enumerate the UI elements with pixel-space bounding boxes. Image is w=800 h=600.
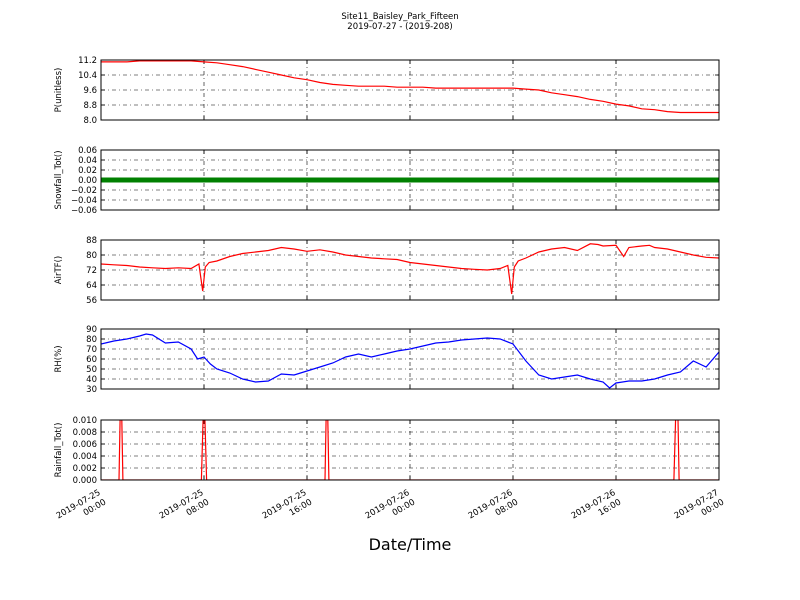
series-3 <box>101 333 719 389</box>
y-axis-label: RH(%) <box>54 345 64 372</box>
y-tick-label: 0.02 <box>78 166 97 176</box>
y-tick-label: 11.2 <box>78 56 97 66</box>
plot-frame <box>100 59 720 121</box>
x-tick-label: 2019-07-2700:00 <box>673 488 726 531</box>
x-axis-tick-labels: 2019-07-2500:00 2019-07-2508:00 2019-07-25… <box>55 488 726 531</box>
x-tick-label: 2019-07-2616:00 <box>570 488 623 531</box>
plot-frame <box>100 239 720 301</box>
y-tick-label: 0.006 <box>73 440 97 450</box>
x-tick-label: 2019-07-2600:00 <box>364 488 417 531</box>
y-tick-label: 0.000 <box>73 476 97 486</box>
y-tick-label: 60 <box>86 355 97 365</box>
y-tick-label: 90 <box>86 325 97 335</box>
y-tick-label: 56 <box>86 296 97 306</box>
y-axis-label: Rainfall_Tot() <box>54 423 64 478</box>
series-line <box>101 60 719 114</box>
y-tick-label: 0.002 <box>73 464 97 474</box>
y-tick-label: 70 <box>86 345 97 355</box>
y-tick-label: 80 <box>86 335 97 345</box>
y-tick-label: 0.00 <box>78 176 97 186</box>
series-0 <box>101 60 719 114</box>
x-tick-label: 2019-07-2608:00 <box>467 488 520 531</box>
panel-1: −0.06−0.04−0.020.000.020.040.06 Snowfall_… <box>54 146 720 216</box>
panel-0: 8.0 8.8 9.6 10.4 11.2 P(unitless) <box>54 56 720 126</box>
panel-4: 0.000 0.002 0.004 0.006 0.008 0.010 Rainfall_T… <box>54 416 720 486</box>
y-axis-label: AirTF() <box>54 256 64 284</box>
y-tick-label: 80 <box>86 251 97 261</box>
plot-frame <box>100 419 720 481</box>
y-axis-label: Snowfall_Tot() <box>54 150 64 209</box>
y-tick-label: 0.004 <box>73 452 97 462</box>
x-tick-label: 2019-07-2500:00 <box>55 488 108 531</box>
plot-frame <box>100 328 720 390</box>
y-tick-label: 9.6 <box>83 86 97 96</box>
y-tick-label: −0.02 <box>71 186 97 196</box>
y-tick-label: 72 <box>86 266 97 276</box>
y-tick-label: 88 <box>86 236 97 246</box>
chart-panels: 8.0 8.8 9.6 10.4 11.2 P(unitless) −0.06−0.04−0… <box>54 56 720 486</box>
series-line <box>101 333 719 389</box>
y-tick-label: 50 <box>86 365 97 375</box>
y-tick-label: 64 <box>86 281 97 291</box>
y-tick-label: 8.8 <box>83 101 97 111</box>
y-tick-label: 0.06 <box>78 146 97 156</box>
series-2 <box>101 243 719 295</box>
x-tick-label: 2019-07-2516:00 <box>261 488 314 531</box>
chart-title: Site11_Baisley_Park_Fifteen <box>341 12 458 22</box>
plot-frame <box>100 149 720 211</box>
x-tick-label: 2019-07-2508:00 <box>158 488 211 531</box>
y-tick-label: 0.010 <box>73 416 97 426</box>
y-tick-label: 10.4 <box>78 71 97 81</box>
series-line <box>101 243 719 295</box>
y-axis-label: P(unitless) <box>54 68 64 113</box>
y-tick-label: −0.04 <box>71 196 97 206</box>
y-tick-label: 0.04 <box>78 156 97 166</box>
y-tick-label: 0.008 <box>73 428 97 438</box>
y-tick-label: −0.06 <box>71 206 97 216</box>
y-tick-label: 40 <box>86 375 97 385</box>
panel-2: 56 64 72 80 88 AirTF() <box>54 236 720 306</box>
y-tick-label: 8.0 <box>83 116 97 126</box>
chart-subtitle: 2019-07-27 - (2019-208) <box>347 22 452 32</box>
x-axis-label: Date/Time <box>369 535 452 554</box>
y-tick-label: 30 <box>86 385 97 395</box>
